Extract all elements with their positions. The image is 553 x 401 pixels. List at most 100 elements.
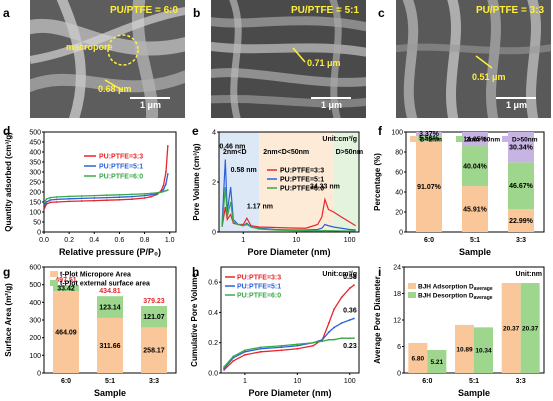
sem-fiber-graphic-a: [30, 0, 185, 118]
chart-f-data-label: 46.67%: [509, 183, 534, 190]
chart-f-category-label: 3:3: [516, 237, 526, 244]
chart-d-legend-label: PU:PTFE=6:0: [99, 174, 143, 181]
chart-d-point: [68, 197, 71, 200]
sem-title-c: PU/PTFE = 3:3: [476, 5, 545, 16]
chart-g-ytick-label: 0: [37, 371, 41, 378]
chart-g-data-label: 121.07: [143, 314, 165, 321]
chart-d-point: [143, 197, 146, 199]
chart-f-legend-swatch: [456, 136, 464, 142]
chart-d-ytick-label: 0: [37, 230, 41, 237]
chart-e-ylabel: Pore Volume (cm³/g): [192, 143, 201, 221]
chart-d-xtick-label: 0.4: [89, 237, 99, 244]
chart-d-point: [49, 196, 52, 199]
chart-h-point: [296, 344, 299, 347]
chart-g-ylabel: Surface Area (m²/g): [4, 283, 13, 357]
chart-i-legend-subscript: average: [474, 286, 493, 292]
chart-h-point: [348, 287, 351, 290]
sem-tag-size-b: 0.71 μm: [307, 58, 341, 68]
chart-i-ytick-label: 12: [393, 318, 401, 325]
chart-f-data-label: 40.04%: [463, 164, 488, 171]
chart-i-data-label: 20.37: [503, 326, 520, 333]
panel-a: a PU/PTFE = 6:0 macropore 0.68 μm 1 μm: [0, 0, 185, 118]
chart-d-point: [43, 207, 46, 209]
chart-g-bar-segment: [141, 327, 167, 373]
chart-d-legend-label: PU:PTFE=3:3: [99, 154, 143, 161]
chart-h-point: [353, 337, 355, 340]
chart-g-bar-segment: [53, 285, 79, 292]
chart-i-bar: [474, 327, 493, 373]
chart-i-category-label: 5:1: [469, 378, 479, 385]
chart-g-category-label: 3:3: [149, 378, 159, 385]
chart-d-ylabel: Quantity adsorbed (cm³/g): [4, 132, 13, 232]
chart-i-unit-note: Unit:nm: [516, 271, 542, 278]
chart-f-bar-segment: [508, 209, 534, 232]
chart-h-point: [280, 344, 283, 347]
chart-d-point: [162, 190, 165, 193]
chart-e-xlabel: Pore Diameter (nm): [247, 247, 330, 257]
chart-d-point: [149, 195, 152, 198]
chart-d-point: [105, 199, 108, 202]
chart-h-point: [259, 350, 262, 353]
chart-d-point: [143, 194, 146, 197]
chart-i-legend-label: BJH Desorption Daverage: [418, 293, 493, 302]
panel-label-f: f: [378, 124, 382, 138]
sem-tag-size-c: 0.51 μm: [472, 72, 506, 82]
chart-h-point: [312, 344, 315, 347]
chart-h-point: [296, 347, 299, 350]
panel-label-d: d: [3, 124, 11, 138]
chart-e-legend-label: PU:PTFE=3:3: [280, 168, 324, 175]
chart-g-total-label: 497.51: [55, 277, 77, 284]
chart-f-ylabel: Percentage (%): [373, 153, 382, 211]
chart-e-ytick-label: 0: [212, 230, 216, 237]
chart-d-xtick-label: 0.8: [140, 237, 150, 244]
chart-d-point: [118, 196, 121, 199]
chart-d-point: [55, 196, 58, 198]
chart-f-percentage: 0 20 40 60 80 100 6:0 91.07% 5.56%3.37% 5:1 45.91%…: [373, 130, 545, 257]
sem-fiber-graphic-b: [211, 0, 366, 118]
panel-c: c PU/PTFE = 3:3 0.51 μm 1 μm: [370, 0, 553, 118]
chart-g-xlabel: Sample: [94, 388, 126, 398]
chart-d-point: [105, 194, 108, 197]
chart-f-category-label: 6:0: [424, 237, 434, 244]
chart-h-frame: [220, 266, 360, 374]
sem-title-a: PU/PTFE = 6:0: [110, 5, 179, 16]
chart-g-legend-label: t-Plot Micropore Area: [60, 272, 131, 279]
chart-h-ytick-label: 0.0: [208, 371, 218, 378]
chart-f-bar-segment: [508, 132, 534, 163]
chart-g-ytick-label: 500: [29, 282, 41, 289]
chart-h-point: [280, 349, 283, 352]
chart-d-point: [45, 198, 48, 200]
sem-fiber-graphic-c: [396, 0, 551, 118]
chart-i-category-label: 3:3: [516, 378, 526, 385]
chart-d-xtick-label: 0.0: [39, 237, 49, 244]
chart-h-point: [340, 296, 343, 299]
chart-f-ytick-label: 60: [395, 170, 403, 177]
chart-d-point: [118, 193, 121, 196]
chart-h-point: [321, 338, 324, 341]
chart-d-ytick-label: 300: [29, 170, 41, 177]
chart-d-frame: [43, 131, 177, 233]
chart-d-point: [131, 193, 133, 196]
chart-g-bar-segment: [97, 317, 123, 373]
chart-d-point: [160, 191, 162, 194]
chart-d-point: [143, 192, 146, 195]
chart-f-legend-label: D<2nm: [420, 137, 442, 144]
chart-f-ytick-label: 80: [395, 150, 403, 157]
chart-h-series-line: [223, 317, 355, 369]
chart-i-data-label: 10.89: [456, 346, 473, 353]
chart-f-data-label: 14.05%: [463, 137, 488, 144]
chart-i-category-label: 6:0: [422, 378, 432, 385]
scale-bar-label-b: 1 μm: [321, 100, 343, 110]
chart-d-xtick-label: 1.0: [165, 237, 175, 244]
chart-d-point: [165, 189, 167, 192]
chart-e-region-label: 2nm<D: [223, 149, 247, 156]
chart-h-point: [223, 369, 225, 371]
chart-d-ytick-label: 250: [29, 180, 41, 187]
chart-f-category-label: 5:1: [470, 237, 480, 244]
chart-g-legend-swatch: [50, 271, 58, 277]
panel-label-e: e: [192, 124, 199, 138]
chart-i-ylabel: Average Pore Diameter: [373, 276, 382, 364]
chart-d-ytick-label: 450: [29, 140, 41, 147]
chart-d-legend-label: PU:PTFE=5:1: [99, 164, 143, 171]
chart-h-point: [223, 366, 225, 368]
